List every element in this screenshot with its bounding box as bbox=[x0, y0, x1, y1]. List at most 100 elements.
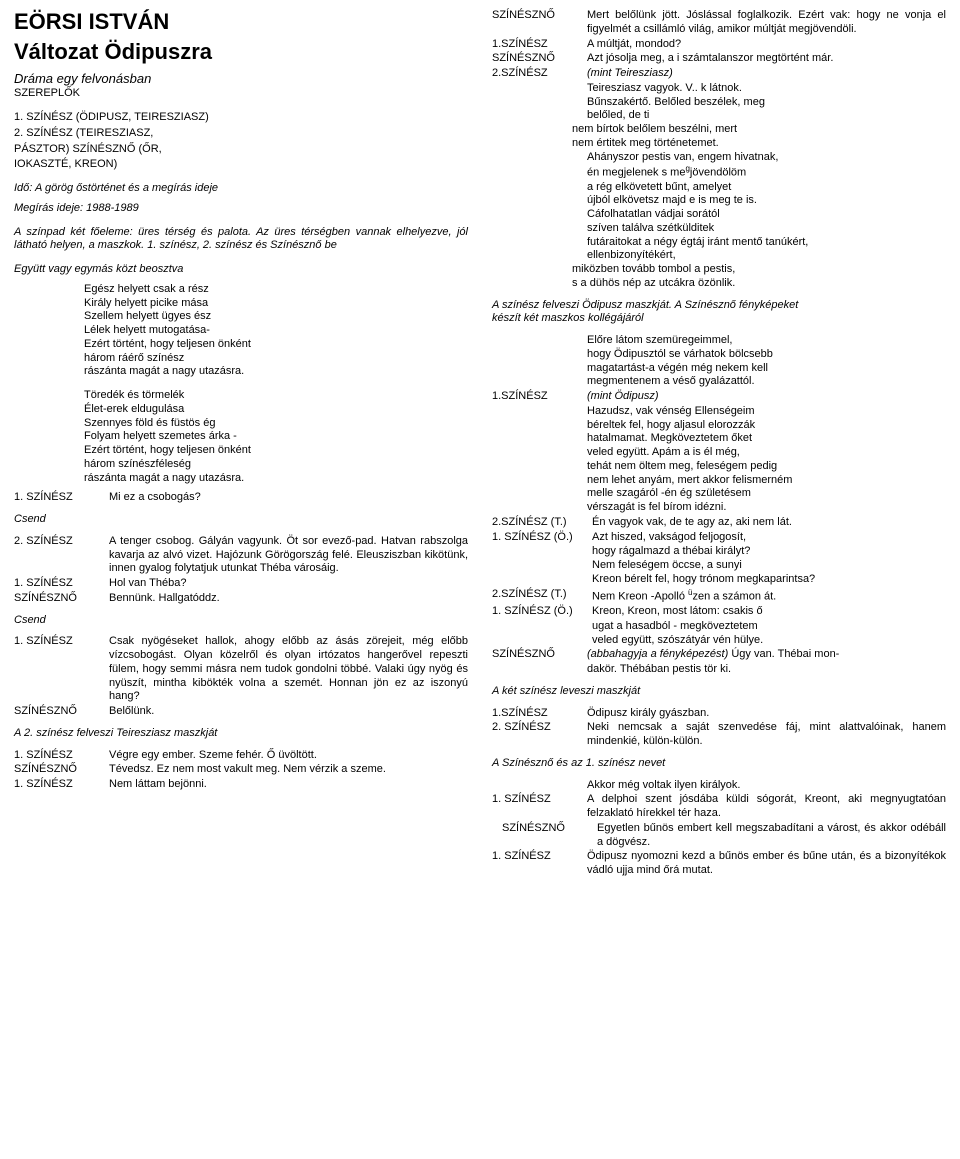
speech-text: Én vagyok vak, de te agy az, aki nem lát… bbox=[592, 516, 946, 530]
speech-cont: veled együtt, szószátyár vén hülye. bbox=[592, 634, 946, 648]
speech-cont: Előre látom szemüregeimmel, bbox=[587, 334, 946, 348]
speech-cont: szíven találva szétkülditek bbox=[587, 222, 946, 236]
verse-line: Ezért történt, hogy teljesen önként bbox=[84, 444, 468, 458]
speech-text: Kreon, Kreon, most látom: csakis ő bbox=[592, 605, 946, 619]
speech-text: Ödipusz nyomozni kezd a bűnös ember és b… bbox=[587, 850, 946, 878]
cast-list: 1. SZÍNÉSZ (ÖDIPUSZ, TEIRESZIASZ) 2. SZÍ… bbox=[14, 111, 468, 172]
verse-line: Egész helyett csak a rész bbox=[84, 283, 468, 297]
speech-text: Nem láttam bejönni. bbox=[109, 778, 468, 792]
speech-text: Tévedsz. Ez nem most vakult meg. Nem vér… bbox=[109, 763, 468, 777]
dialogue-line: 1. SZÍNÉSZ Nem láttam bejönni. bbox=[14, 778, 468, 792]
verse-line: Király helyett picike mása bbox=[84, 297, 468, 311]
speaker: 1. SZÍNÉSZ bbox=[14, 635, 109, 704]
speech-cont: melle szagáról -én ég születésem bbox=[587, 487, 946, 501]
dialogue-line: 1. SZÍNÉSZ Mi ez a csobogás? bbox=[14, 491, 468, 505]
dialogue-line: 1. SZÍNÉSZ Ödipusz nyomozni kezd a bűnös… bbox=[492, 850, 946, 878]
speech-text: Csak nyögéseket hallok, ahogy előbb az á… bbox=[109, 635, 468, 704]
speech-text: Azt hiszed, vakságod feljogosít, bbox=[592, 531, 946, 545]
dialogue-line: 1. SZÍNÉSZ (Ö.) Azt hiszed, vakságod fel… bbox=[492, 531, 946, 545]
speaker: 1. SZÍNÉSZ bbox=[14, 749, 109, 763]
dialogue-line: 2. SZÍNÉSZ Neki nemcsak a saját szenvedé… bbox=[492, 721, 946, 749]
speech-cont: vérszagát is fel bírom idézni. bbox=[587, 501, 946, 515]
speech-text: A delphoi szent jósdába küldi sógorát, K… bbox=[587, 793, 946, 821]
dialogue-line: 2. SZÍNÉSZ A tenger csobog. Gályán vagyu… bbox=[14, 535, 468, 576]
speaker: 2. SZÍNÉSZ bbox=[14, 535, 109, 576]
roles-label: SZEREPLŐK bbox=[14, 87, 468, 101]
inline-stage: (mint Teiresziasz) bbox=[587, 67, 673, 79]
dialogue-line: 1. SZÍNÉSZ Végre egy ember. Szeme fehér.… bbox=[14, 749, 468, 763]
verse-line: Lélek helyett mutogatása- bbox=[84, 324, 468, 338]
speech-cont: futáraitokat a négy égtáj iránt mentő ta… bbox=[587, 236, 946, 250]
verse-line: Ezért történt, hogy teljesen önként bbox=[84, 338, 468, 352]
speaker: SZÍNÉSZNŐ bbox=[502, 822, 597, 850]
speech-cont: Cáfolhatatlan vádjai sorától bbox=[587, 208, 946, 222]
speech-cont: hatalmamat. Megköveztetem őket bbox=[587, 432, 946, 446]
speech-cont: belőled, de ti bbox=[587, 109, 946, 123]
speech-cont: Hazudsz, vak vénség Ellenségeim bbox=[587, 405, 946, 419]
setup-block: Idő: A görög őstörténet és a megírás ide… bbox=[14, 182, 468, 216]
speech-cont: béreltek fel, hogy aljasul elorozzák bbox=[587, 419, 946, 433]
subtitle: Dráma egy felvonásban bbox=[14, 71, 468, 87]
writing-label: Megírás ideje: 1988-1989 bbox=[14, 202, 468, 216]
cast-line: 1. SZÍNÉSZ (ÖDIPUSZ, TEIRESZIASZ) bbox=[14, 111, 468, 125]
speech-cont: hogy rágalmazd a thébai királyt? bbox=[592, 545, 946, 559]
speech-text: (mint Ödipusz) bbox=[587, 390, 946, 404]
dialogue-line: 2.SZÍNÉSZ (T.) Nem Kreon -Apolló üzen a … bbox=[492, 588, 946, 604]
speaker: SZÍNÉSZNŐ bbox=[492, 9, 587, 37]
cast-line: IOKASZTÉ, KREON) bbox=[14, 158, 468, 172]
verse-line: Élet-erek eldugulása bbox=[84, 403, 468, 417]
speech-text: Egyetlen bűnös embert kell megszabadítan… bbox=[597, 822, 946, 850]
dialogue-line: SZÍNÉSZNŐ Tévedsz. Ez nem most vakult me… bbox=[14, 763, 468, 777]
speech-cont: nem lehet anyám, mert akkor felismerném bbox=[587, 474, 946, 488]
speech-text: Hol van Théba? bbox=[109, 577, 468, 591]
speaker: 1. SZÍNÉSZ (Ö.) bbox=[492, 531, 592, 545]
speech-text: Bennünk. Hallgatóddz. bbox=[109, 592, 468, 606]
dialogue-line: SZÍNÉSZNŐ Egyetlen bűnös embert kell meg… bbox=[492, 822, 946, 850]
speech-cont: Bűnszakértő. Belőled beszélek, meg bbox=[587, 96, 946, 110]
speech-cont: ugat a hasadból - megköveztetem bbox=[592, 620, 946, 634]
speech-cont: Ahányszor pestis van, engem hivatnak, bbox=[587, 151, 946, 165]
author-heading: EÖRSI ISTVÁN bbox=[14, 8, 468, 36]
dialogue-line: 1. SZÍNÉSZ (Ö.) Kreon, Kreon, most látom… bbox=[492, 605, 946, 619]
verse-line: rászánta magát a nagy utazásra. bbox=[84, 365, 468, 379]
verse-line: három ráérő színész bbox=[84, 352, 468, 366]
stage-direction: A két színész leveszi maszkját bbox=[492, 685, 946, 699]
stage-direction: készít két maszkos kollégájáról bbox=[492, 312, 946, 326]
speech-cont: én megjelenek s megjövendölöm bbox=[587, 164, 946, 180]
verse-line: Töredék és törmelék bbox=[84, 389, 468, 403]
stage-silence: Csend bbox=[14, 614, 468, 628]
speech-cont: dakör. Thébában pestis tör ki. bbox=[587, 663, 946, 677]
verse-1: Egész helyett csak a rész Király helyett… bbox=[84, 283, 468, 379]
left-column: EÖRSI ISTVÁN Változat Ödipuszra Dráma eg… bbox=[14, 8, 468, 879]
speech-cont: a rég elkövetett bűnt, amelyet bbox=[587, 181, 946, 195]
speaker: SZÍNÉSZNŐ bbox=[14, 592, 109, 606]
speech-text: Mi ez a csobogás? bbox=[109, 491, 468, 505]
cast-line: 2. SZÍNÉSZ (TEIRESZIASZ, bbox=[14, 127, 468, 141]
speech-text: (abbahagyja a fényképezést) Úgy van. Thé… bbox=[587, 648, 946, 662]
stage-direction: A színész felveszi Ödipusz maszkját. A S… bbox=[492, 299, 946, 313]
dialogue-line: 1.SZÍNÉSZ A múltját, mondod? bbox=[492, 38, 946, 52]
verse-line: három színészféleség bbox=[84, 458, 468, 472]
dialogue-line: SZÍNÉSZNŐ Bennünk. Hallgatóddz. bbox=[14, 592, 468, 606]
speech-text: Azt jósolja meg, a i számtalanszor megtö… bbox=[587, 52, 946, 66]
dialogue-line: SZÍNÉSZNŐ Mert belőlünk jött. Jóslással … bbox=[492, 9, 946, 37]
speech-text: (mint Teiresziasz) bbox=[587, 67, 946, 81]
inline-stage: (mint Ödipusz) bbox=[587, 390, 659, 402]
dialogue-line: 1.SZÍNÉSZ (mint Ödipusz) bbox=[492, 390, 946, 404]
speech-cont: hogy Ödipusztól se várhatok bölcsebb bbox=[587, 348, 946, 362]
speech-text: Végre egy ember. Szeme fehér. Ő üvöltött… bbox=[109, 749, 468, 763]
speech-text: Nem Kreon -Apolló üzen a számon át. bbox=[592, 588, 946, 604]
speech-text: Neki nemcsak a saját szenvedése fáj, min… bbox=[587, 721, 946, 749]
dialogue-line: SZÍNÉSZNŐ Belőlünk. bbox=[14, 705, 468, 719]
right-column: SZÍNÉSZNŐ Mert belőlünk jött. Jóslással … bbox=[492, 8, 946, 879]
dialogue-line: SZÍNÉSZNŐ (abbahagyja a fényképezést) Úg… bbox=[492, 648, 946, 662]
speech-cont: Akkor még voltak ilyen királyok. bbox=[587, 779, 946, 793]
dialogue-line: 1. SZÍNÉSZ A delphoi szent jósdába küldi… bbox=[492, 793, 946, 821]
speaker: 1. SZÍNÉSZ bbox=[14, 491, 109, 505]
speaker: SZÍNÉSZNŐ bbox=[492, 648, 587, 662]
dialogue-line: 2.SZÍNÉSZ (mint Teiresziasz) bbox=[492, 67, 946, 81]
speech-cont: nem értitek meg történetemet. bbox=[572, 137, 946, 151]
speaker: 2. SZÍNÉSZ bbox=[492, 721, 587, 749]
dialogue-line: 2.SZÍNÉSZ (T.) Én vagyok vak, de te agy … bbox=[492, 516, 946, 530]
speaker: SZÍNÉSZNŐ bbox=[14, 763, 109, 777]
